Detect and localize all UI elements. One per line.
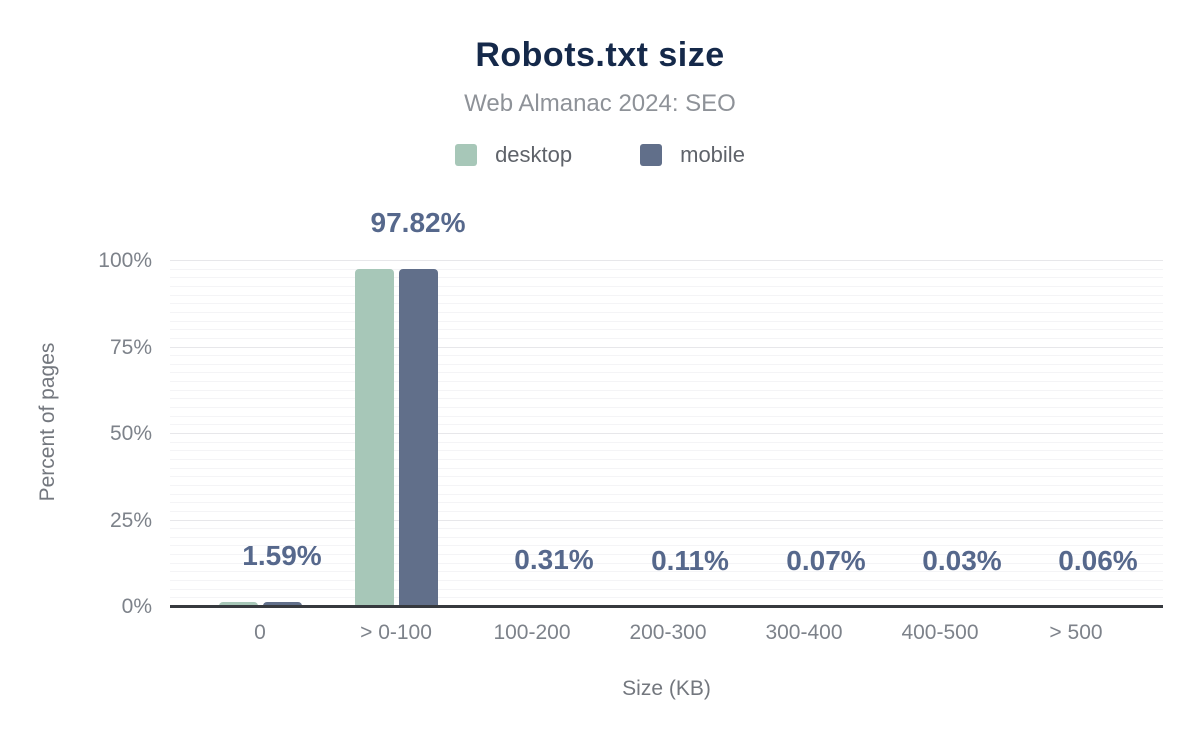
gridline-minor <box>170 562 1163 564</box>
y-tick-label: 75% <box>109 335 152 359</box>
gridline-minor <box>170 294 1163 296</box>
y-tick-label: 50% <box>109 422 152 445</box>
bar-mobile-1 <box>398 268 438 607</box>
x-tick-label: 100-200 <box>493 621 571 644</box>
legend-item-mobile: mobile <box>640 142 745 168</box>
gridline-minor <box>170 303 1163 305</box>
gridline-minor <box>170 441 1163 443</box>
x-tick-label: > 0-100 <box>360 621 432 644</box>
gridline-minor <box>170 398 1163 400</box>
gridline-minor <box>170 277 1163 279</box>
data-label: 97.82% <box>370 206 466 238</box>
bar-desktop-1 <box>354 268 394 607</box>
gridline-major <box>170 519 1163 521</box>
gridline-minor <box>170 484 1163 486</box>
gridline-minor <box>170 458 1163 460</box>
bar-mobile-0 <box>262 601 302 607</box>
x-tick-label: 200-300 <box>629 621 707 644</box>
y-tick-label: 25% <box>109 508 152 532</box>
x-tick-label: > 500 <box>1049 621 1103 644</box>
x-axis-line <box>170 605 1163 608</box>
gridline-minor <box>170 554 1163 556</box>
gridline-minor <box>170 467 1163 469</box>
gridline-minor <box>170 580 1163 582</box>
x-tick-label: 400-500 <box>901 621 979 644</box>
gridline-minor <box>170 545 1163 547</box>
gridline-minor <box>170 363 1163 365</box>
x-tick-label: 0 <box>254 621 266 644</box>
chart-title: Robots.txt size <box>475 36 725 74</box>
legend-swatch-mobile <box>640 144 663 166</box>
legend-label-desktop: desktop <box>495 142 573 167</box>
gridline-minor <box>170 355 1163 357</box>
gridline-minor <box>170 571 1163 573</box>
data-label: 0.03% <box>922 544 1002 576</box>
gridline-minor <box>170 510 1163 512</box>
data-label: 0.31% <box>514 543 594 575</box>
legend: desktop mobile <box>0 142 1200 168</box>
x-axis-title: Size (KB) <box>622 677 711 700</box>
gridline-minor <box>170 381 1163 383</box>
gridline-minor <box>170 268 1163 270</box>
y-tick-label: 100% <box>98 249 152 272</box>
gridline-minor <box>170 389 1163 391</box>
gridline-minor <box>170 424 1163 426</box>
chart-subtitle: Web Almanac 2024: SEO <box>464 90 736 117</box>
gridline-minor <box>170 476 1163 478</box>
gridline-major <box>170 260 1163 261</box>
legend-item-desktop: desktop <box>455 142 572 168</box>
legend-swatch-desktop <box>455 144 478 166</box>
gridline-minor <box>170 372 1163 374</box>
gridline-minor <box>170 320 1163 322</box>
data-label: 0.06% <box>1058 544 1138 576</box>
gridline-minor <box>170 407 1163 409</box>
gridline-minor <box>170 285 1163 287</box>
gridline-minor <box>170 329 1163 331</box>
gridline-minor <box>170 415 1163 417</box>
gridline-minor <box>170 528 1163 530</box>
gridline-minor <box>170 337 1163 339</box>
plot-area: 1.59% 97.82% 0.31% 0.11% 0.07% 0.03% 0.06% <box>170 207 1163 608</box>
gridline-major <box>170 433 1163 434</box>
x-tick-label: 300-400 <box>765 621 843 644</box>
data-label: 0.07% <box>786 544 866 576</box>
bar-desktop-0 <box>218 601 258 607</box>
data-label: 0.11% <box>651 544 729 576</box>
gridline-minor <box>170 450 1163 452</box>
gridline-minor <box>170 493 1163 495</box>
gridline-minor <box>170 588 1163 590</box>
y-tick-label: 0% <box>121 595 152 618</box>
gridline-minor <box>170 597 1163 599</box>
gridline-minor <box>170 502 1163 504</box>
gridline-major <box>170 346 1163 348</box>
legend-label-mobile: mobile <box>680 142 745 167</box>
data-label: 1.59% <box>242 539 322 571</box>
gridline-minor <box>170 536 1163 538</box>
gridline-minor <box>170 311 1163 313</box>
